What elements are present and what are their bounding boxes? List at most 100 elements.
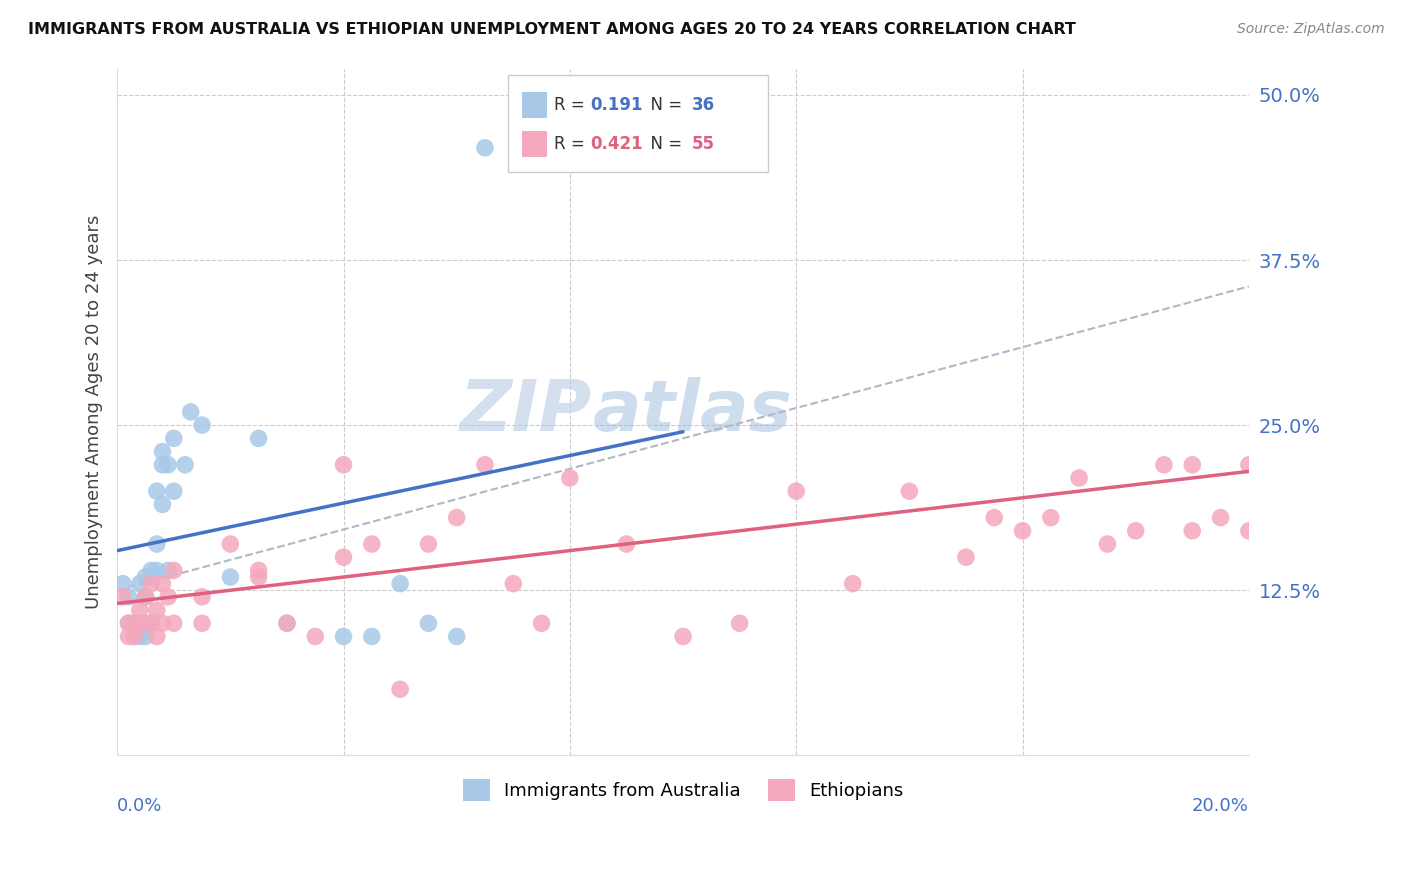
- Point: [157, 590, 180, 604]
- Point: [360, 630, 382, 644]
- Text: Source: ZipAtlas.com: Source: ZipAtlas.com: [1237, 22, 1385, 37]
- Point: [146, 563, 169, 577]
- Point: [134, 630, 156, 644]
- Text: 0.421: 0.421: [591, 135, 643, 153]
- Point: [122, 616, 145, 631]
- Point: [134, 590, 156, 604]
- Text: N =: N =: [640, 96, 688, 114]
- Point: [898, 484, 921, 499]
- Point: [146, 630, 169, 644]
- Point: [446, 630, 468, 644]
- Point: [163, 563, 186, 577]
- Point: [122, 616, 145, 631]
- Point: [134, 616, 156, 631]
- Point: [360, 537, 382, 551]
- Text: 0.0%: 0.0%: [117, 797, 163, 814]
- Legend: Immigrants from Australia, Ethiopians: Immigrants from Australia, Ethiopians: [456, 772, 911, 808]
- Point: [152, 497, 174, 511]
- Point: [276, 616, 298, 631]
- Point: [134, 570, 156, 584]
- Text: IMMIGRANTS FROM AUSTRALIA VS ETHIOPIAN UNEMPLOYMENT AMONG AGES 20 TO 24 YEARS CO: IMMIGRANTS FROM AUSTRALIA VS ETHIOPIAN U…: [28, 22, 1076, 37]
- Point: [128, 630, 150, 644]
- Point: [1011, 524, 1033, 538]
- Text: atlas: atlas: [592, 377, 792, 446]
- Point: [146, 603, 169, 617]
- Point: [163, 484, 186, 499]
- Point: [1097, 537, 1119, 551]
- Point: [616, 537, 638, 551]
- Point: [304, 630, 326, 644]
- Point: [146, 537, 169, 551]
- Point: [530, 616, 553, 631]
- Point: [842, 576, 865, 591]
- Point: [152, 444, 174, 458]
- Point: [1237, 458, 1260, 472]
- Point: [152, 616, 174, 631]
- Point: [191, 616, 214, 631]
- Point: [139, 570, 162, 584]
- Point: [128, 576, 150, 591]
- Point: [117, 616, 139, 631]
- Point: [219, 570, 242, 584]
- Point: [502, 576, 524, 591]
- Point: [191, 590, 214, 604]
- Text: 20.0%: 20.0%: [1192, 797, 1249, 814]
- Point: [1209, 510, 1232, 524]
- Point: [1265, 484, 1288, 499]
- Point: [474, 141, 496, 155]
- Point: [1067, 471, 1090, 485]
- Point: [152, 576, 174, 591]
- Point: [111, 590, 134, 604]
- FancyBboxPatch shape: [522, 131, 547, 157]
- Point: [139, 616, 162, 631]
- Point: [389, 682, 412, 697]
- Point: [247, 563, 270, 577]
- Y-axis label: Unemployment Among Ages 20 to 24 years: Unemployment Among Ages 20 to 24 years: [86, 215, 103, 609]
- Point: [163, 616, 186, 631]
- Point: [139, 616, 162, 631]
- Point: [332, 458, 354, 472]
- Point: [122, 630, 145, 644]
- Text: R =: R =: [554, 96, 591, 114]
- Point: [418, 537, 440, 551]
- Point: [332, 550, 354, 565]
- Point: [1153, 458, 1175, 472]
- Point: [1125, 524, 1147, 538]
- Point: [247, 431, 270, 445]
- Point: [191, 418, 214, 433]
- Point: [146, 484, 169, 499]
- Point: [117, 590, 139, 604]
- Point: [332, 630, 354, 644]
- Point: [174, 458, 197, 472]
- Point: [157, 458, 180, 472]
- Point: [122, 616, 145, 631]
- Point: [728, 616, 751, 631]
- Point: [558, 471, 581, 485]
- Point: [111, 576, 134, 591]
- Point: [418, 616, 440, 631]
- Text: N =: N =: [640, 135, 688, 153]
- Point: [983, 510, 1005, 524]
- Text: R =: R =: [554, 135, 591, 153]
- Text: 55: 55: [692, 135, 716, 153]
- Point: [157, 563, 180, 577]
- Point: [785, 484, 807, 499]
- Point: [139, 563, 162, 577]
- Point: [128, 603, 150, 617]
- FancyBboxPatch shape: [508, 76, 768, 171]
- Point: [1237, 524, 1260, 538]
- Point: [163, 431, 186, 445]
- Text: 0.191: 0.191: [591, 96, 643, 114]
- Text: 36: 36: [692, 96, 716, 114]
- Point: [247, 570, 270, 584]
- FancyBboxPatch shape: [522, 92, 547, 118]
- Point: [134, 590, 156, 604]
- Point: [1039, 510, 1062, 524]
- Point: [276, 616, 298, 631]
- Point: [122, 630, 145, 644]
- Point: [672, 630, 695, 644]
- Point: [180, 405, 202, 419]
- Point: [1181, 458, 1204, 472]
- Point: [128, 616, 150, 631]
- Point: [117, 616, 139, 631]
